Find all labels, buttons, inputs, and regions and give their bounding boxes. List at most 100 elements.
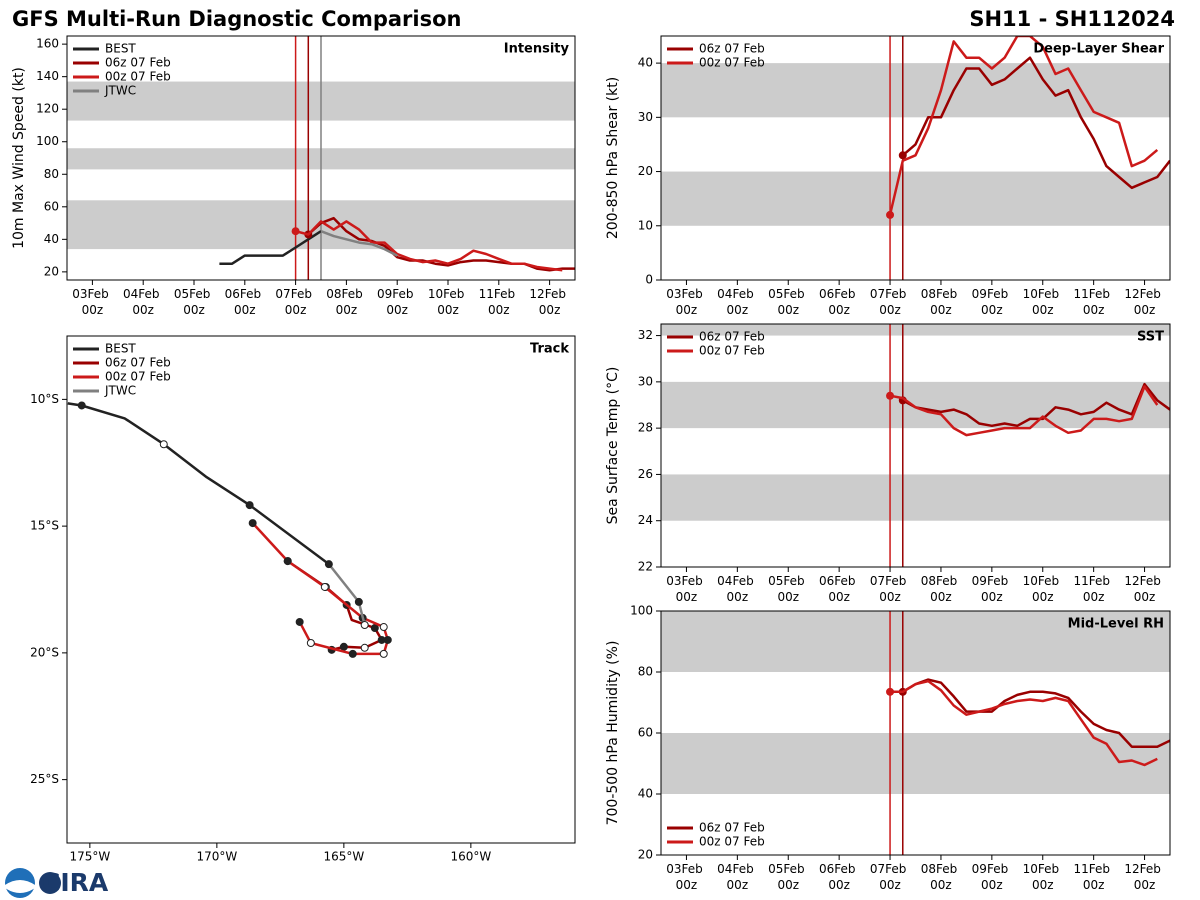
series-line bbox=[901, 56, 1170, 190]
y-tick-label: 20 bbox=[638, 848, 653, 862]
panel: 22 24 26 28 30 32 03Feb 00z 04Feb 00z 05Feb 00z 0… bbox=[605, 323, 1171, 604]
x-tick-label: 11Feb 00z bbox=[1073, 862, 1113, 892]
legend-label: 00z 07 Feb bbox=[105, 70, 171, 84]
series-line bbox=[67, 402, 330, 566]
x-tick-label: 04Feb 00z bbox=[717, 574, 757, 604]
y-tick-label: 20 bbox=[44, 264, 59, 278]
plot-area bbox=[661, 36, 1170, 280]
legend-label: 00z 07 Feb bbox=[699, 835, 765, 849]
start-dot bbox=[291, 227, 300, 236]
y-tick-label: 80 bbox=[638, 665, 653, 679]
band bbox=[661, 611, 1170, 672]
x-tick-label: 11Feb 00z bbox=[1073, 574, 1113, 604]
panel: 10°S 15°S 20°S 25°S 175°W 170°W 165°W 160°W Trac… bbox=[30, 335, 576, 864]
x-tick-label: 05Feb 00z bbox=[768, 574, 808, 604]
x-tick-label: 12Feb 00z bbox=[1124, 287, 1164, 317]
track-point bbox=[360, 643, 369, 652]
series-line bbox=[219, 230, 322, 265]
track-point bbox=[370, 624, 379, 633]
x-tick-label: 09Feb 00z bbox=[377, 287, 417, 317]
legend-label: 06z 07 Feb bbox=[699, 821, 765, 835]
y-tick-label: 30 bbox=[638, 110, 653, 124]
legend-label: BEST bbox=[105, 342, 136, 356]
axes-frame bbox=[660, 323, 1171, 568]
axes-frame bbox=[660, 610, 1171, 856]
x-tick-label: 06Feb 00z bbox=[819, 574, 859, 604]
band bbox=[661, 63, 1170, 118]
y-tick-label: 24 bbox=[638, 513, 653, 527]
x-tick-label: 07Feb 00z bbox=[870, 287, 910, 317]
x-tick-label: 11Feb 00z bbox=[1073, 287, 1113, 317]
y-axis-label: 200-850 hPa Shear (kt) bbox=[605, 77, 621, 239]
y-tick-label: 15°S bbox=[30, 519, 59, 533]
band bbox=[661, 171, 1170, 226]
panel-title: Track bbox=[530, 342, 569, 357]
y-axis-label: Sea Surface Temp (°C) bbox=[605, 367, 621, 525]
legend-label: JTWC bbox=[104, 384, 136, 398]
y-tick-label: 60 bbox=[638, 726, 653, 740]
y-tick-label: 28 bbox=[638, 421, 653, 435]
y-tick-label: 40 bbox=[638, 787, 653, 801]
track-point bbox=[245, 501, 254, 510]
x-tick-label: 10Feb 00z bbox=[1023, 287, 1063, 317]
y-tick-label: 30 bbox=[638, 374, 653, 388]
panel-title: Intensity bbox=[504, 42, 570, 57]
cira-text: CIRA bbox=[42, 868, 109, 897]
y-tick-label: 160 bbox=[36, 37, 59, 51]
series-line bbox=[320, 230, 398, 257]
panel: 0 10 20 30 40 03Feb 00z 04Feb 00z 05Feb 00z 06Fe… bbox=[605, 35, 1171, 317]
band bbox=[661, 733, 1170, 794]
x-tick-label: 07Feb 00z bbox=[870, 862, 910, 892]
axes-frame bbox=[66, 335, 576, 844]
x-tick-label: 04Feb 00z bbox=[123, 287, 163, 317]
series-line bbox=[251, 522, 390, 656]
x-tick-label: 10Feb 00z bbox=[1023, 862, 1063, 892]
track-point bbox=[295, 617, 304, 626]
y-tick-label: 10°S bbox=[30, 392, 59, 406]
x-tick-label: 07Feb 00z bbox=[870, 574, 910, 604]
x-tick-label: 05Feb 00z bbox=[768, 862, 808, 892]
track-point bbox=[324, 560, 333, 569]
legend-label: 00z 07 Feb bbox=[699, 56, 765, 70]
start-dot bbox=[898, 151, 907, 160]
plot-area bbox=[67, 36, 575, 280]
legend-label: JTWC bbox=[104, 84, 136, 98]
series-line bbox=[902, 382, 1170, 428]
band bbox=[661, 324, 1170, 336]
track-point bbox=[354, 597, 363, 606]
x-tick-label: 10Feb 00z bbox=[1023, 574, 1063, 604]
y-tick-label: 22 bbox=[638, 560, 653, 574]
panel-title: Deep-Layer Shear bbox=[1033, 42, 1164, 57]
panel: 20 40 60 80 100 03Feb 00z 04Feb 00z 05Feb 00z 06… bbox=[605, 604, 1171, 892]
x-tick-label: 08Feb 00z bbox=[921, 287, 961, 317]
x-tick-label: 09Feb 00z bbox=[972, 574, 1012, 604]
plot-area bbox=[67, 401, 392, 658]
x-tick-label: 06Feb 00z bbox=[819, 862, 859, 892]
y-tick-label: 32 bbox=[638, 328, 653, 342]
track-point bbox=[283, 557, 292, 566]
axes-frame bbox=[660, 35, 1171, 281]
x-tick-label: 165°W bbox=[323, 850, 364, 864]
x-tick-label: 03Feb 00z bbox=[72, 287, 112, 317]
legend-label: 06z 07 Feb bbox=[699, 42, 765, 56]
storm-id: SH11 - SH112024 bbox=[969, 7, 1175, 31]
x-tick-label: 12Feb 00z bbox=[1124, 862, 1164, 892]
y-tick-label: 140 bbox=[36, 69, 59, 83]
x-tick-label: 12Feb 00z bbox=[529, 287, 569, 317]
x-tick-label: 04Feb 00z bbox=[717, 862, 757, 892]
start-dot bbox=[886, 687, 895, 696]
track-point bbox=[339, 642, 348, 651]
cira-globe bbox=[39, 872, 61, 894]
x-tick-label: 09Feb 00z bbox=[972, 287, 1012, 317]
y-tick-label: 80 bbox=[44, 167, 59, 181]
track-point bbox=[320, 582, 329, 591]
plot-area bbox=[661, 324, 1170, 567]
x-tick-label: 160°W bbox=[450, 850, 491, 864]
axes-frame bbox=[66, 35, 576, 281]
y-tick-label: 20 bbox=[638, 164, 653, 178]
plot-area bbox=[661, 611, 1170, 855]
x-tick-label: 08Feb 00z bbox=[326, 287, 366, 317]
y-tick-label: 25°S bbox=[30, 772, 59, 786]
legend-label: 00z 07 Feb bbox=[699, 344, 765, 358]
